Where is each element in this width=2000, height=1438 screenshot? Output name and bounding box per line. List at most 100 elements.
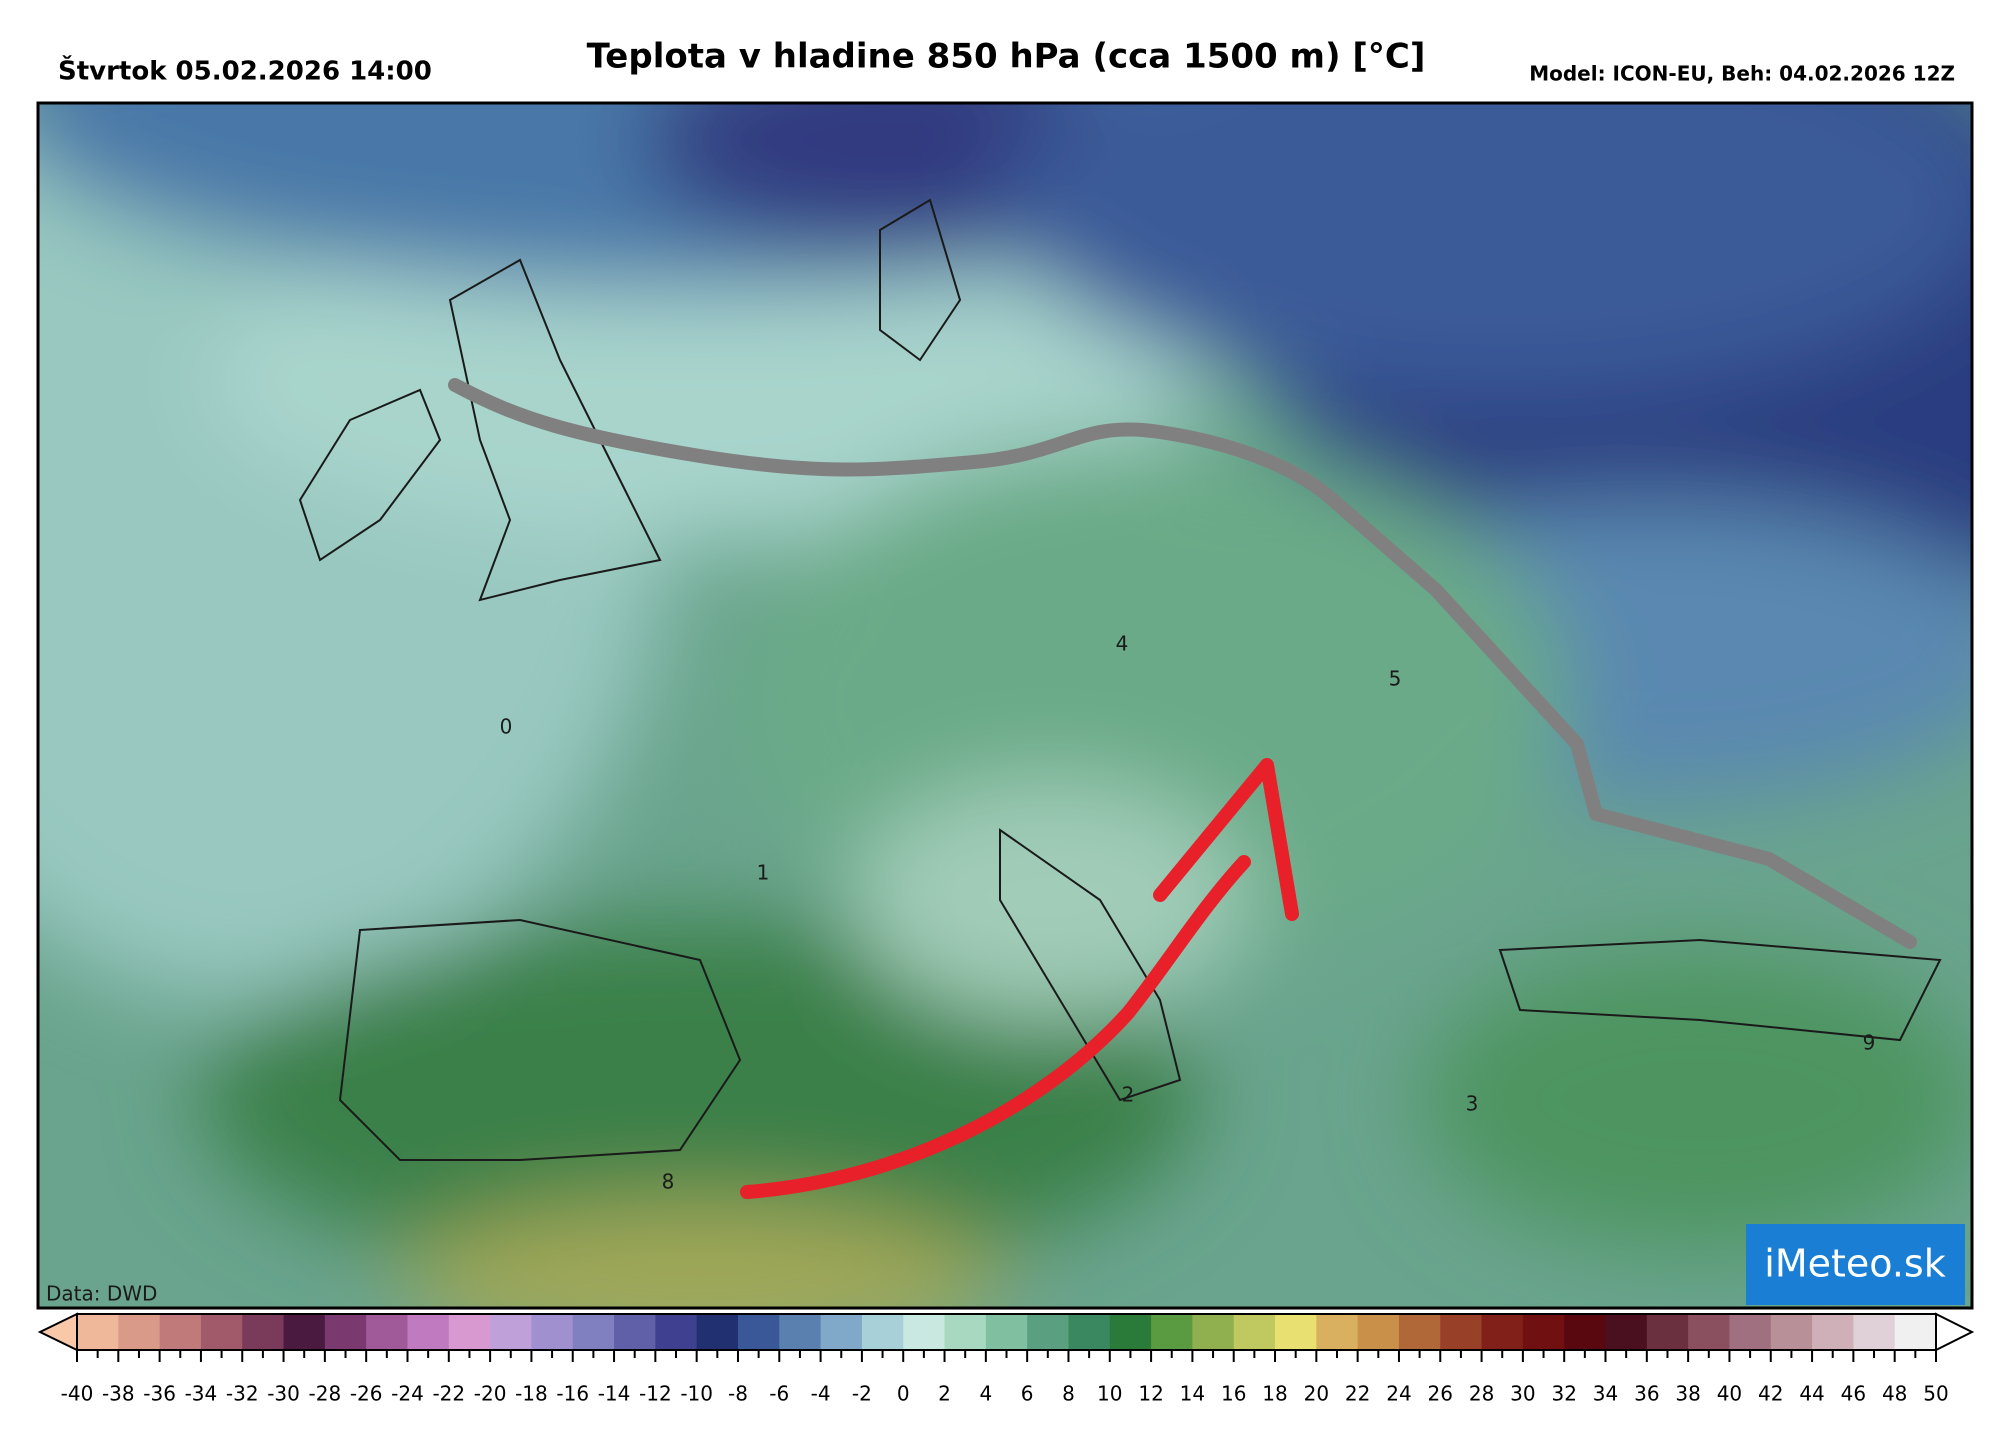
colorbar-tick-label: 16 bbox=[1221, 1382, 1246, 1406]
colorbar-tick-label: -10 bbox=[680, 1382, 713, 1406]
colorbar-tick-label: 6 bbox=[1021, 1382, 1034, 1406]
colorbar-segment bbox=[820, 1314, 863, 1350]
colorbar-segment bbox=[242, 1314, 285, 1350]
colorbar-tick-label: 8 bbox=[1062, 1382, 1075, 1406]
colorbar-tick-label: -40 bbox=[61, 1382, 94, 1406]
colorbar-tick-label: -4 bbox=[811, 1382, 831, 1406]
contour-label: 5 bbox=[1389, 667, 1402, 691]
colorbar: -40 -38 -36 -34 -32 -30 -28 -26 -24 -22 -20 -18 -16-… bbox=[37, 1312, 1975, 1406]
colorbar-tick-label: 14 bbox=[1180, 1382, 1205, 1406]
colorbar-segment bbox=[1770, 1314, 1813, 1350]
colorbar-tick-label: 40 bbox=[1717, 1382, 1742, 1406]
colorbar-tick-label: -8 bbox=[728, 1382, 748, 1406]
colorbar-segment bbox=[490, 1314, 532, 1350]
colorbar-tick-label: -22 bbox=[432, 1382, 465, 1406]
colorbar-segment bbox=[1440, 1314, 1483, 1350]
colorbar-tick-label: -32 bbox=[226, 1382, 259, 1406]
colorbar-segment bbox=[1151, 1314, 1193, 1350]
colorbar-segment bbox=[1481, 1314, 1524, 1350]
colorbar-segment bbox=[737, 1314, 780, 1350]
colorbar-tick-label: -16 bbox=[556, 1382, 589, 1406]
colorbar-segment bbox=[1027, 1314, 1069, 1350]
red-arrow bbox=[740, 855, 1251, 1199]
colorbar-tick-label: 32 bbox=[1551, 1382, 1576, 1406]
colorbar-tick-label: 28 bbox=[1469, 1382, 1494, 1406]
colorbar-segment bbox=[614, 1314, 656, 1350]
colorbar-segment bbox=[1812, 1314, 1854, 1350]
colorbar-segment bbox=[1605, 1314, 1648, 1350]
colorbar-segment bbox=[407, 1314, 450, 1350]
colorbar-segment bbox=[985, 1314, 1028, 1350]
contour-label: 9 bbox=[1863, 1031, 1876, 1055]
contour-label: 3 bbox=[1466, 1092, 1479, 1116]
colorbar-segment bbox=[1729, 1314, 1772, 1350]
colorbar-tick-label: -24 bbox=[391, 1382, 424, 1406]
colorbar-segment bbox=[1068, 1314, 1111, 1350]
colorbar-tick-label: -14 bbox=[598, 1382, 631, 1406]
colorbar-tick-label: -38 bbox=[102, 1382, 135, 1406]
colorbar-segment bbox=[1688, 1314, 1730, 1350]
colorbar-segment bbox=[1109, 1314, 1152, 1350]
colorbar-segment bbox=[1522, 1314, 1565, 1350]
colorbar-tick-label: 30 bbox=[1510, 1382, 1535, 1406]
colorbar-tick-label: 34 bbox=[1593, 1382, 1618, 1406]
colorbar-segment bbox=[324, 1314, 367, 1350]
colorbar-tick-label: -34 bbox=[185, 1382, 218, 1406]
colorbar-tick-label: -36 bbox=[143, 1382, 176, 1406]
logo-box bbox=[1746, 1224, 1965, 1305]
colorbar-segment bbox=[531, 1314, 574, 1350]
contour-label: 0 bbox=[500, 715, 513, 739]
colorbar-tick-label: 44 bbox=[1799, 1382, 1824, 1406]
contour-labels: 0 1 2 3 4 5 8 9 bbox=[500, 632, 1876, 1194]
colorbar-tick-label: -6 bbox=[769, 1382, 789, 1406]
colorbar-tick-label: -26 bbox=[350, 1382, 383, 1406]
colorbar-tick-label: 10 bbox=[1097, 1382, 1122, 1406]
model-info: Model: ICON-EU, Beh: 04.02.2026 12Z bbox=[1529, 62, 1955, 86]
colorbar-segment bbox=[200, 1314, 243, 1350]
contour-label: 1 bbox=[757, 861, 770, 885]
colorbar-segment bbox=[861, 1314, 904, 1350]
colorbar-tick-label: -2 bbox=[852, 1382, 872, 1406]
title: Teplota v hladine 850 hPa (cca 1500 m) [… bbox=[587, 37, 1426, 77]
colorbar-segment bbox=[448, 1314, 491, 1350]
coastlines bbox=[298, 198, 1942, 1161]
colorbar-tick-label: -30 bbox=[267, 1382, 300, 1406]
colorbar-segment bbox=[572, 1314, 615, 1350]
colorbar-segment bbox=[903, 1314, 946, 1350]
date: Štvrtok 05.02.2026 14:00 bbox=[58, 55, 432, 87]
colorbar-segment bbox=[77, 1314, 119, 1350]
colorbar-segment bbox=[1646, 1314, 1689, 1350]
logo: iMeteo.sk bbox=[1764, 1242, 1945, 1286]
contour-label: 8 bbox=[662, 1170, 675, 1194]
colorbar-tick-label: -12 bbox=[639, 1382, 672, 1406]
colorbar-tick-label: 4 bbox=[979, 1382, 992, 1406]
colorbar-segment bbox=[944, 1314, 987, 1350]
colorbar-tick-label: 50 bbox=[1923, 1382, 1948, 1406]
colorbar-tick-label: 18 bbox=[1262, 1382, 1287, 1406]
colorbar-segment bbox=[1357, 1314, 1400, 1350]
colorbar-tick-label: -20 bbox=[474, 1382, 507, 1406]
colorbar-segment bbox=[1316, 1314, 1359, 1350]
colorbar-segment bbox=[696, 1314, 739, 1350]
colorbar-segment bbox=[1894, 1314, 1937, 1350]
colorbar-tick-label: 20 bbox=[1304, 1382, 1329, 1406]
colorbar-under bbox=[37, 1312, 78, 1352]
colorbar-segment bbox=[1564, 1314, 1607, 1350]
red-arrow-head bbox=[1153, 758, 1299, 921]
contour-label: 2 bbox=[1122, 1083, 1135, 1107]
colorbar-tick-label: 22 bbox=[1345, 1382, 1370, 1406]
colorbar-tick-label: 2 bbox=[938, 1382, 951, 1406]
colorbar-tick-label: -18 bbox=[515, 1382, 548, 1406]
colorbar-tick-label: 12 bbox=[1138, 1382, 1163, 1406]
colorbar-tick-label: 26 bbox=[1428, 1382, 1453, 1406]
colorbar-segment bbox=[1275, 1314, 1317, 1350]
colorbar-tick-label: 38 bbox=[1675, 1382, 1700, 1406]
colorbar-segment bbox=[779, 1314, 822, 1350]
gray-line bbox=[448, 378, 1917, 949]
colorbar-segment bbox=[159, 1314, 202, 1350]
colorbar-tick-label: 46 bbox=[1841, 1382, 1866, 1406]
colorbar-tick-label: -28 bbox=[309, 1382, 342, 1406]
colorbar-segment bbox=[1853, 1314, 1896, 1350]
colorbar-tick-label: 42 bbox=[1758, 1382, 1783, 1406]
